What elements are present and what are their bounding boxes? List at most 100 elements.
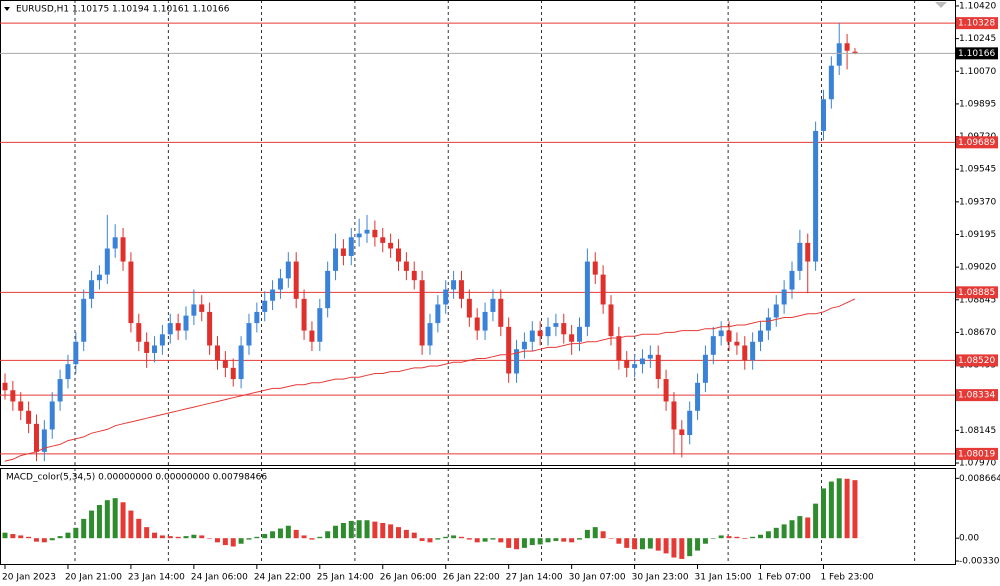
- y-tick-label: 1.09370: [959, 197, 996, 207]
- candle-body: [333, 248, 339, 271]
- candle-body: [521, 341, 527, 350]
- candle-body: [482, 311, 488, 331]
- candle-body: [836, 43, 842, 66]
- candle-body: [285, 261, 291, 279]
- current-price-label: 1.10166: [958, 49, 995, 59]
- macd-bar: [277, 528, 283, 539]
- level-label: 1.09689: [958, 138, 995, 148]
- candle-body: [529, 330, 535, 342]
- macd-bar: [537, 538, 543, 545]
- macd-bar: [57, 536, 63, 539]
- macd-bar: [372, 521, 378, 539]
- y-tick-label: 1.08670: [959, 328, 996, 338]
- macd-bar: [246, 538, 252, 540]
- macd-bar: [624, 538, 630, 548]
- candle-body: [545, 326, 551, 337]
- macd-bar: [569, 538, 575, 543]
- x-tick-label: 27 Jan 14:00: [506, 573, 563, 583]
- macd-bar: [254, 536, 260, 539]
- candle-body: [262, 300, 268, 312]
- macd-bar: [167, 536, 173, 539]
- candle-body: [396, 248, 401, 262]
- y-tick-label: 1.08145: [959, 426, 996, 436]
- y-tick-label: 1.10070: [959, 67, 996, 77]
- y-tick-label: 1.09895: [959, 99, 996, 109]
- candle-body: [183, 315, 189, 331]
- candle-body: [73, 341, 79, 365]
- macd-bar: [112, 498, 118, 539]
- candle-body: [734, 341, 740, 346]
- macd-bar: [616, 538, 622, 544]
- macd-bar: [561, 538, 567, 542]
- y-tick-label: 1.10420: [959, 1, 996, 11]
- macd-bar: [207, 538, 213, 539]
- candle-body: [49, 401, 55, 430]
- candle-body: [624, 360, 630, 368]
- chart-title: EURUSD,H1 1.10175 1.10194 1.10161 1.1016…: [16, 5, 230, 15]
- macd-bar: [600, 531, 606, 539]
- shift-marker: [935, 2, 947, 8]
- candle-body: [277, 278, 283, 290]
- macd-bar: [844, 478, 850, 539]
- macd-bar: [584, 529, 590, 539]
- macd-bar: [18, 535, 24, 539]
- y-tick-label: 1.09545: [959, 165, 996, 175]
- candle-body: [616, 336, 622, 361]
- candle-body: [561, 323, 567, 335]
- macd-bar: [451, 535, 457, 539]
- macd-bar: [10, 534, 16, 539]
- candle-body: [403, 261, 409, 271]
- macd-bar: [396, 527, 401, 539]
- macd-bar: [128, 510, 134, 539]
- x-tick-label: 24 Jan 22:00: [254, 573, 311, 583]
- macd-bar: [136, 518, 142, 539]
- macd-bar: [718, 535, 724, 539]
- candle-body: [356, 233, 362, 238]
- y-tick-label: 1.09020: [959, 263, 996, 273]
- candle-body: [380, 237, 386, 243]
- candle-body: [104, 248, 110, 275]
- y-tick-label: 1.10245: [959, 34, 996, 44]
- macd-bar: [734, 536, 740, 539]
- candle-body: [112, 237, 118, 249]
- macd-bar: [474, 538, 480, 543]
- macd-bar: [65, 532, 71, 539]
- macd-bar: [647, 538, 653, 549]
- macd-bar: [553, 538, 559, 541]
- candle-body: [254, 311, 260, 324]
- candle-body: [577, 326, 583, 342]
- x-tick-label: 26 Jan 06:00: [380, 573, 437, 583]
- macd-bar: [632, 538, 638, 550]
- x-tick-label: 26 Jan 22:00: [443, 573, 500, 583]
- menu-triangle[interactable]: [4, 7, 10, 11]
- candle-body: [364, 229, 370, 234]
- level-label: 1.10328: [958, 19, 995, 29]
- macd-bar: [805, 517, 811, 539]
- macd-bar: [702, 538, 708, 544]
- macd-bar: [836, 478, 842, 539]
- candle-body: [33, 423, 39, 452]
- macd-bar: [41, 538, 47, 543]
- y-tick-label: 0.00: [959, 534, 979, 544]
- macd-bar: [96, 505, 102, 539]
- candle-body: [852, 51, 858, 54]
- macd-bar: [104, 500, 110, 539]
- level-tag: [956, 447, 998, 460]
- macd-bar: [262, 534, 268, 539]
- macd-bar: [781, 524, 787, 539]
- macd-bar: [789, 520, 795, 539]
- x-tick-label: 20 Jan 2023: [2, 573, 56, 583]
- macd-bar: [820, 488, 826, 539]
- candle-body: [820, 99, 826, 131]
- x-tick-label: 20 Jan 21:00: [65, 573, 122, 583]
- macd-bar: [403, 529, 409, 539]
- macd-bar: [506, 538, 512, 548]
- macd-bar: [364, 520, 370, 539]
- macd-bar: [466, 538, 472, 540]
- macd-bar: [671, 538, 677, 558]
- macd-bar: [663, 538, 669, 554]
- x-tick-label: 24 Jan 06:00: [191, 573, 248, 583]
